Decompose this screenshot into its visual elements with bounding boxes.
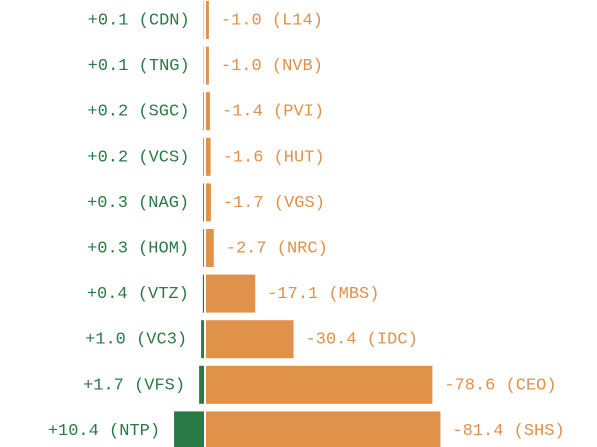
bar [206, 92, 211, 131]
bar [206, 229, 214, 267]
value-label: +0.2 (SGC) [87, 103, 189, 122]
bar [206, 183, 211, 222]
bar [206, 1, 209, 39]
value-label: -1.0 (NVB) [221, 57, 323, 76]
value-label: -78.6 (CEO) [444, 376, 556, 395]
value-label: +0.3 (HOM) [87, 239, 189, 258]
bar [199, 365, 204, 404]
value-label: -1.4 (PVI) [222, 103, 324, 122]
value-label: -1.6 (HUT) [223, 148, 325, 167]
bar [203, 137, 204, 176]
value-label: -1.7 (VGS) [223, 194, 325, 213]
value-label: +1.0 (VC3) [85, 331, 187, 350]
value-label: +0.2 (VCS) [87, 148, 189, 167]
bar [206, 274, 256, 313]
bar [203, 92, 204, 131]
value-label: +10.4 (NTP) [48, 422, 160, 441]
value-label: +0.3 (NAG) [87, 194, 189, 213]
value-label: -30.4 (IDC) [306, 331, 418, 350]
value-label: -2.7 (NRC) [226, 239, 328, 258]
bar [174, 411, 204, 447]
value-label: +0.1 (CDN) [88, 11, 190, 30]
bar [206, 365, 433, 404]
value-label: +0.1 (TNG) [88, 57, 190, 76]
bar [206, 411, 441, 447]
bar [201, 320, 204, 359]
value-label: +1.7 (VFS) [83, 376, 185, 395]
value-label: -81.4 (SHS) [452, 422, 564, 441]
value-label: -1.0 (L14) [221, 11, 323, 30]
bar [202, 274, 204, 313]
bar [206, 46, 209, 85]
value-label: +0.4 (VTZ) [87, 285, 189, 304]
bar [206, 137, 211, 176]
bar [206, 320, 294, 359]
value-label: -17.1 (MBS) [267, 285, 379, 304]
bar [203, 183, 204, 222]
bar [203, 229, 204, 267]
